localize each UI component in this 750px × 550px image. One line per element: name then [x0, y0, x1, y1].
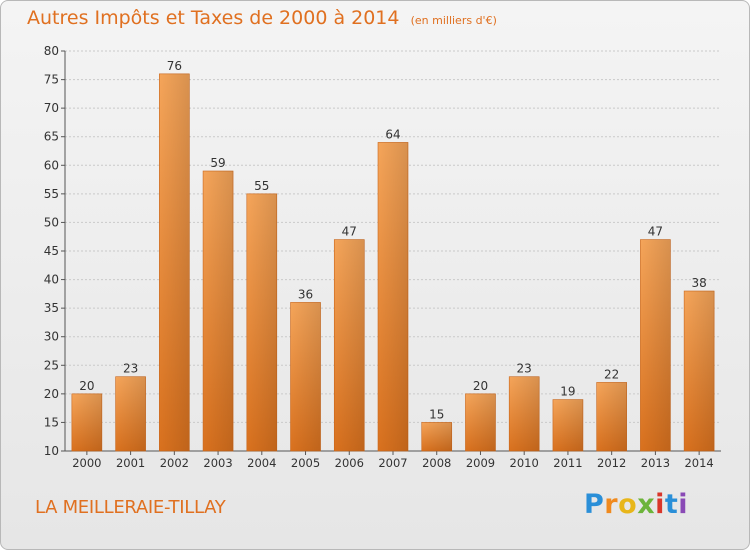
bar-layer: [71, 73, 715, 452]
x-tick-label: 2008: [422, 456, 451, 470]
logo-letter: i: [655, 489, 665, 520]
logo-letter: P: [584, 489, 605, 520]
bar-value-label: 55: [254, 179, 269, 193]
bar-shade: [421, 422, 452, 451]
bar-value-label: 59: [210, 156, 225, 170]
x-tick-label: 2002: [160, 456, 189, 470]
y-tick-label: 45: [44, 244, 59, 258]
logo-letter: i: [678, 489, 689, 520]
bar-value-label: 38: [691, 276, 706, 290]
bar-shade: [246, 193, 277, 451]
bar-value-label: 47: [648, 225, 663, 239]
bar-value-label: 36: [298, 287, 313, 301]
x-tick-label: 2014: [684, 456, 713, 470]
x-tick-label: 2010: [510, 456, 539, 470]
bar-value-label: 19: [560, 385, 575, 399]
bar-shade: [115, 376, 146, 451]
y-tick-label: 20: [44, 387, 59, 401]
bar-value-label: 64: [385, 127, 400, 141]
y-tick-label: 55: [44, 187, 59, 201]
bar-shade: [159, 73, 190, 451]
x-tick-label: 2011: [553, 456, 582, 470]
bar-value-label: 23: [123, 362, 138, 376]
x-tick-label: 2001: [116, 456, 145, 470]
chart-subtitle: (en milliers d'€): [410, 14, 497, 27]
y-tick-label: 80: [44, 44, 59, 58]
y-tick-label: 50: [44, 215, 59, 229]
bar-shade: [203, 171, 234, 451]
y-tick-label: 65: [44, 130, 59, 144]
bar-shade: [596, 382, 627, 451]
bar-value-label: 20: [473, 379, 488, 393]
bar-value-label: 47: [342, 225, 357, 239]
bar-shade: [509, 376, 540, 451]
x-tick-label: 2009: [466, 456, 495, 470]
axis-layer: 10 15 20 25 30 35 40 45 50 55 60 65 70 75 80 2000 2001 20…: [44, 44, 721, 470]
bar-shade: [465, 393, 496, 451]
bar-shade: [334, 239, 365, 451]
bar-value-label: 22: [604, 367, 619, 381]
chart-title-row: Autres Impôts et Taxes de 2000 à 2014 (e…: [27, 7, 497, 29]
logo-letter: t: [664, 489, 679, 520]
bar-value-label: 20: [79, 379, 94, 393]
bar-shade: [71, 393, 102, 451]
x-tick-label: 2000: [72, 456, 101, 470]
y-tick-label: 40: [44, 273, 59, 287]
bar-value-label: 23: [517, 362, 532, 376]
y-tick-label: 70: [44, 101, 59, 115]
x-tick-label: 2004: [247, 456, 276, 470]
y-tick-label: 60: [44, 158, 59, 172]
y-tick-label: 10: [44, 444, 59, 458]
logo-letter: x: [637, 489, 656, 520]
chart-title: Autres Impôts et Taxes de 2000 à 2014: [27, 7, 400, 29]
x-tick-label: 2005: [291, 456, 320, 470]
town-name: LA MEILLERAIE-TILLAY: [35, 497, 226, 518]
logo-letter: o: [618, 489, 638, 520]
y-tick-label: 25: [44, 358, 59, 372]
x-tick-label: 2012: [597, 456, 626, 470]
y-tick-label: 30: [44, 330, 59, 344]
x-tick-label: 2006: [335, 456, 364, 470]
x-tick-label: 2013: [641, 456, 670, 470]
label-layer: 20 23 76 59 55 36 47 64 15 20 23 19 22 47 38: [79, 59, 707, 422]
x-tick-label: 2003: [203, 456, 232, 470]
proxiti-logo[interactable]: Proxiti: [584, 489, 688, 520]
y-tick-label: 35: [44, 301, 59, 315]
bar-shade: [378, 142, 408, 451]
y-tick-label: 15: [44, 415, 59, 429]
bar-shade: [290, 302, 321, 451]
bar-value-label: 76: [167, 59, 182, 73]
y-tick-label: 75: [44, 73, 59, 87]
bar-shade: [640, 239, 671, 451]
logo-letter: r: [604, 489, 619, 520]
bar-shade: [552, 399, 583, 451]
bar-shade: [684, 291, 715, 451]
bar-value-label: 15: [429, 407, 444, 421]
x-tick-label: 2007: [378, 456, 407, 470]
